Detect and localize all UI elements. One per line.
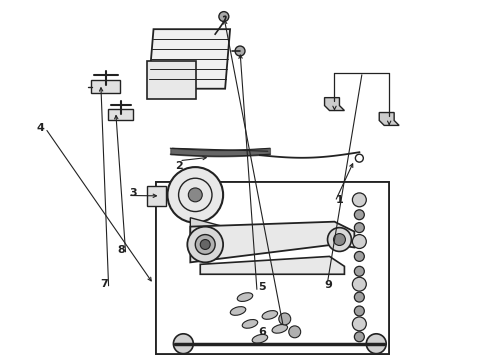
Circle shape [196, 235, 215, 255]
Circle shape [188, 188, 202, 202]
Circle shape [219, 12, 229, 22]
Ellipse shape [237, 293, 253, 301]
Ellipse shape [252, 334, 268, 343]
Circle shape [173, 334, 193, 354]
Circle shape [168, 167, 223, 223]
Ellipse shape [230, 307, 246, 315]
FancyBboxPatch shape [147, 186, 167, 206]
Text: 2: 2 [175, 161, 183, 171]
Polygon shape [190, 222, 354, 262]
Text: 5: 5 [258, 282, 266, 292]
Circle shape [279, 313, 291, 325]
Circle shape [352, 193, 367, 207]
Circle shape [354, 223, 365, 233]
Circle shape [352, 235, 367, 248]
Bar [147, 61, 196, 99]
Circle shape [354, 332, 365, 342]
Circle shape [352, 317, 367, 331]
Polygon shape [379, 113, 399, 125]
FancyBboxPatch shape [91, 80, 120, 93]
Text: 1: 1 [336, 195, 344, 204]
Text: 4: 4 [36, 123, 44, 133]
Polygon shape [200, 256, 344, 274]
Circle shape [289, 326, 301, 338]
Ellipse shape [242, 320, 258, 328]
Polygon shape [190, 218, 220, 238]
Circle shape [200, 239, 210, 249]
Circle shape [352, 277, 367, 291]
Circle shape [327, 228, 351, 251]
Polygon shape [324, 98, 344, 111]
Circle shape [354, 251, 365, 261]
Bar [155, 182, 389, 354]
Text: 6: 6 [258, 327, 266, 337]
Bar [155, 182, 389, 354]
Ellipse shape [262, 311, 278, 319]
Circle shape [367, 334, 386, 354]
Text: 7: 7 [100, 279, 108, 289]
Text: 3: 3 [129, 188, 137, 198]
Circle shape [354, 292, 365, 302]
Circle shape [354, 210, 365, 220]
Text: 9: 9 [324, 280, 332, 291]
Ellipse shape [272, 324, 288, 333]
Text: 8: 8 [117, 245, 124, 255]
Polygon shape [148, 29, 230, 89]
FancyBboxPatch shape [108, 109, 133, 120]
Circle shape [354, 306, 365, 316]
Circle shape [334, 234, 345, 246]
Circle shape [354, 266, 365, 276]
Circle shape [187, 227, 223, 262]
Circle shape [235, 46, 245, 56]
